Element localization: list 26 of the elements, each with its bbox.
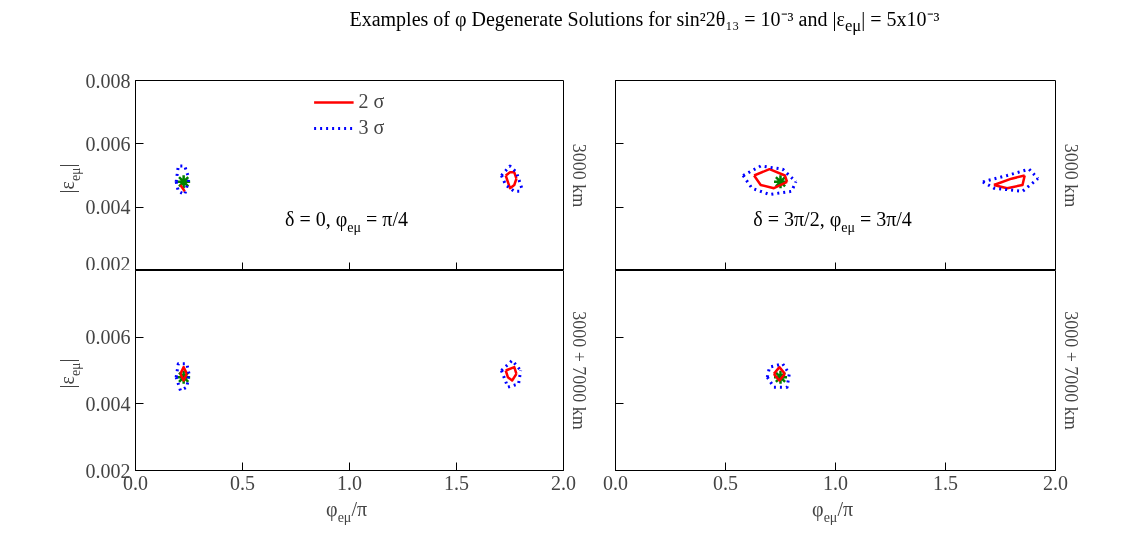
y-tick-label: 0.008: [85, 69, 131, 92]
y-tick-label: 0.006: [85, 326, 131, 349]
y2-axis-title: 3000 km: [568, 143, 589, 208]
x-tick-label: 0.5: [713, 471, 738, 494]
x-tick-label: 1.0: [337, 471, 362, 494]
x-tick-label: 0.5: [230, 471, 255, 494]
x-tick-label: 2.0: [551, 471, 576, 494]
x-tick-label: 1.5: [933, 471, 958, 494]
x-axis-title: φ$_{eμ}$/π: [326, 497, 368, 525]
text: Examples of φ Degenerate Solutions for sin²2θ₁₃ = 10⁻³ and |ε$_{eμ}$| = 5x10⁻³: [349, 7, 940, 37]
y-tick-label: 0.004: [85, 392, 131, 415]
x-tick-label: 1.0: [823, 471, 848, 494]
legend-label: 3 σ: [358, 116, 385, 139]
y2-axis-title: 3000 km: [1060, 143, 1081, 208]
x-axis-title: φ$_{eμ}$/π: [812, 497, 854, 525]
annotation: δ = 0, φ$_{eμ}$ = π/4: [285, 208, 409, 236]
x-tick-label: 2.0: [1043, 471, 1068, 494]
x-tick-label: 0.0: [603, 471, 628, 494]
y-tick-label: 0.002: [85, 252, 131, 275]
legend-label: 2 σ: [358, 90, 385, 113]
x-tick-label: 1.5: [444, 471, 469, 494]
y2-axis-title: 3000 + 7000 km: [568, 311, 589, 430]
annotation: δ = 3π/2, φ$_{eμ}$ = 3π/4: [753, 208, 912, 236]
y-tick-label: 0.004: [85, 196, 131, 219]
y2-axis-title: 3000 + 7000 km: [1060, 311, 1081, 430]
y-tick-label: 0.006: [85, 132, 131, 155]
